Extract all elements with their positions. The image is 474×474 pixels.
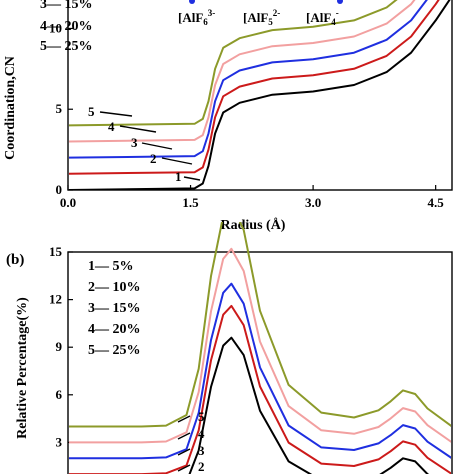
series-line-4 — [69, 0, 416, 143]
y-tick-label: 6 — [56, 387, 63, 402]
panel-label: (b) — [6, 252, 24, 268]
legend-entry: 4— 20% — [40, 19, 93, 34]
curve-label: 5 — [88, 104, 95, 119]
x-tick-label: 0.0 — [60, 195, 76, 210]
series-line-1 — [188, 336, 430, 474]
coordination-chart: Coordination,CN Radius (Å) 0 5 10 0.0 1.5 3.0… — [3, 0, 453, 233]
species-aluminium-pentafluoride: [AlF52- — [243, 8, 280, 27]
curve-label: 5 — [198, 409, 205, 424]
y-tick-label: 15 — [49, 244, 63, 259]
legend-entry: 3— 15% — [88, 301, 141, 316]
curve-label-leader — [177, 448, 191, 456]
legend: 1— 5% 2— 10% 3— 15% 4— 20% 5— 25% — [88, 259, 141, 358]
species-marker — [337, 0, 343, 4]
legend-entry: 5— 25% — [88, 343, 141, 358]
curve-label-leader — [99, 111, 133, 117]
curve-label: 3 — [198, 443, 205, 458]
species-marker — [189, 0, 195, 4]
curve-label: 1 — [175, 169, 182, 184]
species-aluminium-hexafluoride: [AlF63- — [178, 8, 215, 27]
y-tick-label: 3 — [56, 434, 63, 449]
y-tick-label: 0 — [56, 182, 63, 197]
legend-entry: 5— 25% — [40, 39, 93, 54]
legend-entry: 1— 5% — [88, 259, 134, 274]
curve-label-leader — [161, 157, 193, 165]
species-labels: [AlF63- [AlF52- [AlF4- — [178, 0, 343, 27]
series-line-1 — [69, 0, 451, 190]
x-axis-label: Radius (Å) — [221, 217, 286, 233]
x-tick-label: 3.0 — [305, 195, 321, 210]
curve-label-leader — [177, 415, 191, 423]
series-line-5 — [69, 222, 451, 428]
curve-label-leader — [183, 176, 201, 181]
curve-label: 3 — [131, 135, 138, 150]
series-line-3 — [69, 0, 428, 159]
series-line-4 — [69, 247, 451, 444]
plot-frame — [67, 0, 453, 191]
legend-entry: 2— 10% — [88, 280, 141, 295]
curve-label-leader — [141, 142, 173, 150]
curve-label-leader — [119, 125, 157, 133]
series-line-2 — [69, 0, 440, 175]
y-axis-label: Coordination,CN — [3, 56, 18, 160]
x-tick-label: 1.5 — [182, 195, 199, 210]
legend-entry: 4— 20% — [88, 322, 141, 337]
series-line-5 — [69, 0, 398, 127]
curve-label: 2 — [198, 459, 205, 474]
y-tick-label: 9 — [56, 339, 63, 354]
legend-entry: 3— 15% — [40, 0, 93, 12]
series-line-2 — [69, 304, 451, 474]
curve-label: 4 — [108, 119, 115, 134]
y-axis-label: Relative Percentage(%) — [15, 297, 30, 439]
y-tick-label: 10 — [49, 20, 62, 35]
legend: 3— 15% 4— 20% 5— 25% — [40, 0, 93, 54]
species-aluminium-tetrafluoride: [AlF4- — [306, 8, 339, 27]
y-tick-label: 5 — [56, 101, 63, 116]
curve-label: 2 — [150, 151, 157, 166]
plot-frame — [67, 251, 453, 474]
curve-label: 4 — [198, 426, 205, 441]
curve-label-leader — [177, 464, 191, 472]
y-tick-label: 12 — [49, 292, 62, 307]
x-tick-label: 4.5 — [428, 195, 445, 210]
curve-label-leader — [177, 432, 191, 440]
series-line-3 — [69, 282, 451, 460]
